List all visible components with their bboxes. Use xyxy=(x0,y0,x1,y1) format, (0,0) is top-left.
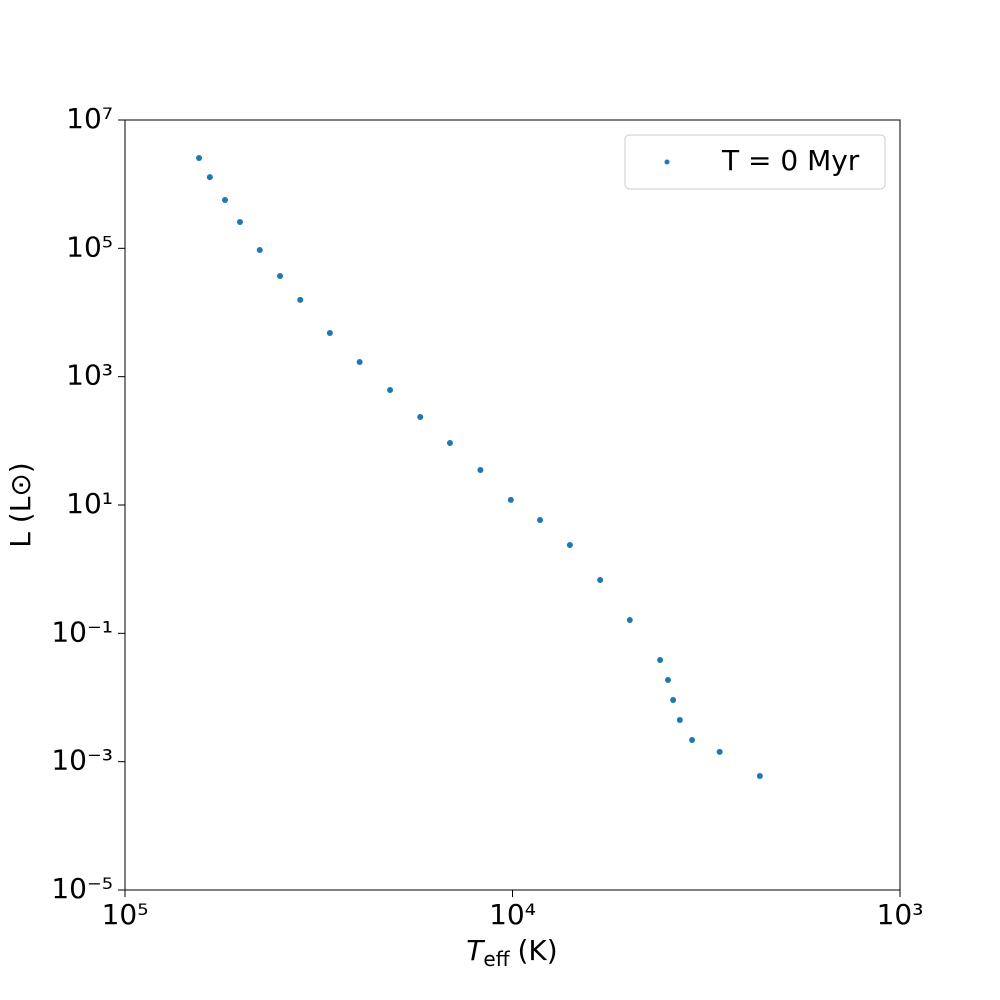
x-tick-label: 10⁵ xyxy=(102,898,149,931)
x-tick-label: 10³ xyxy=(877,898,924,931)
y-tick-label: 10³ xyxy=(66,359,113,392)
point xyxy=(670,697,677,704)
y-tick-label: 10⁵ xyxy=(66,230,113,263)
point xyxy=(196,154,203,161)
x-label-unit: (K) xyxy=(517,934,557,967)
point xyxy=(507,496,514,503)
point xyxy=(676,717,683,724)
point xyxy=(664,677,671,684)
plot-frame xyxy=(124,119,901,891)
legend-label: T = 0 Myr xyxy=(721,144,860,177)
y-tick-label: 10⁷ xyxy=(66,102,113,135)
point xyxy=(236,219,243,226)
point xyxy=(566,542,573,549)
legend-marker xyxy=(664,159,670,165)
y-tick-label: 10⁻⁵ xyxy=(51,872,113,905)
legend: T = 0 Myr xyxy=(624,134,886,190)
point xyxy=(657,657,664,664)
point xyxy=(326,330,333,337)
point xyxy=(689,736,696,743)
point xyxy=(477,467,484,474)
point xyxy=(256,246,263,253)
point xyxy=(756,772,763,779)
point xyxy=(446,440,453,447)
x-axis-label: Teff (K) xyxy=(466,934,557,971)
y-tick-label: 10⁻³ xyxy=(51,744,113,777)
point xyxy=(356,359,363,366)
point xyxy=(277,272,284,279)
point xyxy=(597,576,604,583)
point xyxy=(716,748,723,755)
point xyxy=(297,296,304,303)
x-label-subscript: eff xyxy=(483,947,510,971)
legend-box xyxy=(624,134,886,190)
point xyxy=(626,617,633,624)
point xyxy=(221,197,228,204)
point xyxy=(387,387,394,394)
y-tick-label: 10¹ xyxy=(66,487,113,520)
point xyxy=(417,414,424,421)
y-tick-label: 10⁻¹ xyxy=(51,615,113,648)
y-axis-label: L (L⊙) xyxy=(4,462,37,547)
point xyxy=(537,517,544,524)
x-label-symbol: T xyxy=(466,934,485,967)
x-tick-label: 10⁴ xyxy=(489,898,536,931)
point xyxy=(206,174,213,181)
